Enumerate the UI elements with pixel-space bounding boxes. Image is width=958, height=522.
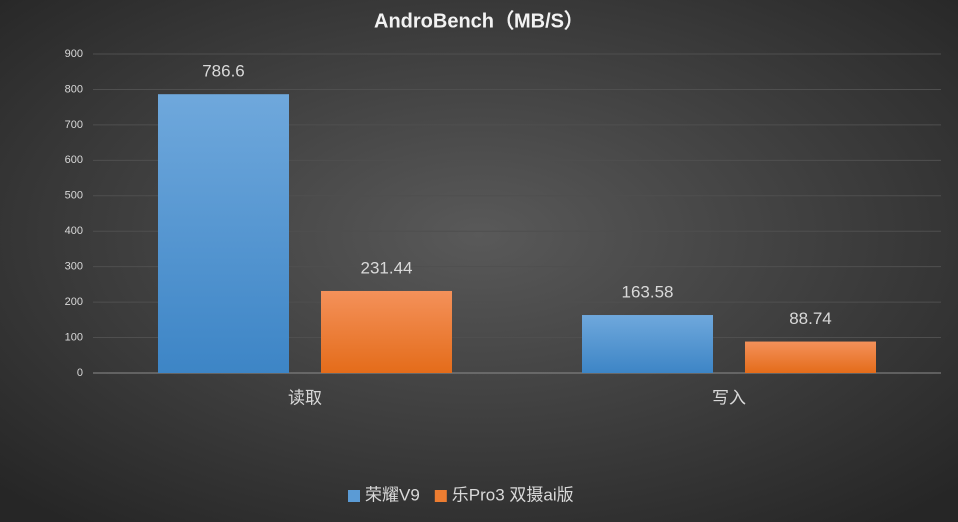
legend-swatch xyxy=(434,490,447,502)
bar xyxy=(321,290,452,373)
y-tick-label: 800 xyxy=(65,83,83,95)
bar xyxy=(158,94,289,373)
y-tick-label: 100 xyxy=(65,331,83,343)
x-tick-label: 读取 xyxy=(288,388,322,407)
value-label: 88.74 xyxy=(789,309,832,328)
legend-swatch xyxy=(348,490,360,502)
x-tick-label: 写入 xyxy=(712,388,746,407)
value-label: 786.6 xyxy=(202,62,245,81)
chart-title: AndroBench（MB/S） xyxy=(374,9,584,32)
y-tick-label: 500 xyxy=(65,190,83,202)
y-tick-label: 200 xyxy=(65,296,83,308)
y-tick-label: 700 xyxy=(65,119,83,131)
legend-label: 荣耀V9 xyxy=(365,485,420,504)
y-tick-label: 300 xyxy=(65,261,83,273)
value-label: 163.58 xyxy=(622,283,674,302)
value-label: 231.44 xyxy=(361,258,413,277)
y-tick-label: 400 xyxy=(65,225,83,237)
legend-label: 乐Pro3 双摄ai版 xyxy=(452,485,574,504)
y-tick-label: 900 xyxy=(65,48,83,60)
bar xyxy=(745,341,876,373)
y-tick-label: 0 xyxy=(77,367,83,379)
bar xyxy=(582,315,713,373)
y-tick-label: 600 xyxy=(65,154,83,166)
